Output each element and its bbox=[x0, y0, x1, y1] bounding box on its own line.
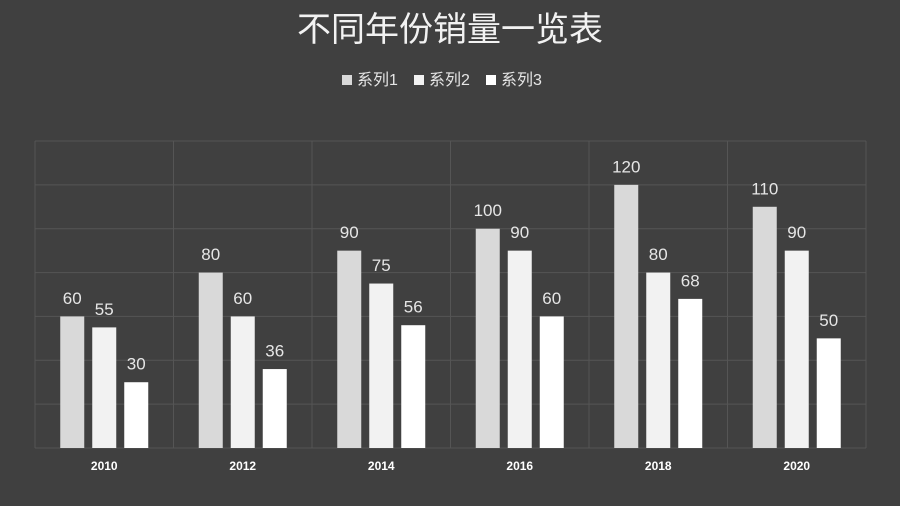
bar bbox=[816, 338, 841, 448]
bar bbox=[507, 250, 532, 448]
legend-swatch bbox=[486, 75, 496, 85]
legend-swatch bbox=[342, 75, 352, 85]
value-label: 90 bbox=[340, 223, 359, 242]
bar bbox=[475, 228, 500, 448]
bar bbox=[92, 327, 117, 448]
bar bbox=[614, 184, 639, 448]
bar bbox=[198, 272, 223, 448]
x-tick-label: 2020 bbox=[783, 459, 810, 473]
x-tick-label: 2018 bbox=[645, 459, 672, 473]
bar bbox=[646, 272, 671, 448]
value-label: 36 bbox=[265, 342, 284, 361]
bar bbox=[539, 316, 564, 448]
bar bbox=[60, 316, 85, 448]
bar bbox=[401, 325, 426, 448]
legend-label: 系列3 bbox=[501, 71, 542, 89]
value-label: 90 bbox=[787, 223, 806, 242]
value-label: 50 bbox=[819, 311, 838, 330]
value-label: 60 bbox=[542, 289, 561, 308]
legend-label: 系列1 bbox=[357, 71, 398, 89]
value-label: 80 bbox=[649, 245, 668, 264]
value-label: 90 bbox=[510, 223, 529, 242]
value-label: 68 bbox=[681, 271, 700, 290]
x-tick-label: 2016 bbox=[506, 459, 533, 473]
bar bbox=[262, 369, 287, 448]
x-tick-label: 2012 bbox=[229, 459, 256, 473]
value-label: 60 bbox=[63, 289, 82, 308]
bar bbox=[752, 206, 777, 448]
legend-swatch bbox=[414, 75, 424, 85]
chart-title: 不同年份销量一览表 bbox=[297, 11, 603, 49]
legend-label: 系列2 bbox=[429, 71, 470, 89]
value-label: 30 bbox=[127, 355, 146, 374]
x-tick-label: 2014 bbox=[368, 459, 395, 473]
bar bbox=[784, 250, 809, 448]
value-label: 100 bbox=[474, 201, 502, 220]
value-label: 60 bbox=[233, 289, 252, 308]
bar bbox=[337, 250, 362, 448]
value-label: 110 bbox=[751, 179, 778, 198]
value-label: 55 bbox=[95, 300, 114, 319]
value-label: 56 bbox=[404, 298, 423, 317]
bar bbox=[230, 316, 255, 448]
value-label: 120 bbox=[612, 157, 640, 176]
bar bbox=[678, 298, 703, 448]
value-label: 75 bbox=[372, 256, 391, 275]
x-tick-label: 2010 bbox=[91, 459, 118, 473]
bar bbox=[369, 283, 394, 448]
value-label: 80 bbox=[201, 245, 220, 264]
bar bbox=[124, 382, 149, 448]
